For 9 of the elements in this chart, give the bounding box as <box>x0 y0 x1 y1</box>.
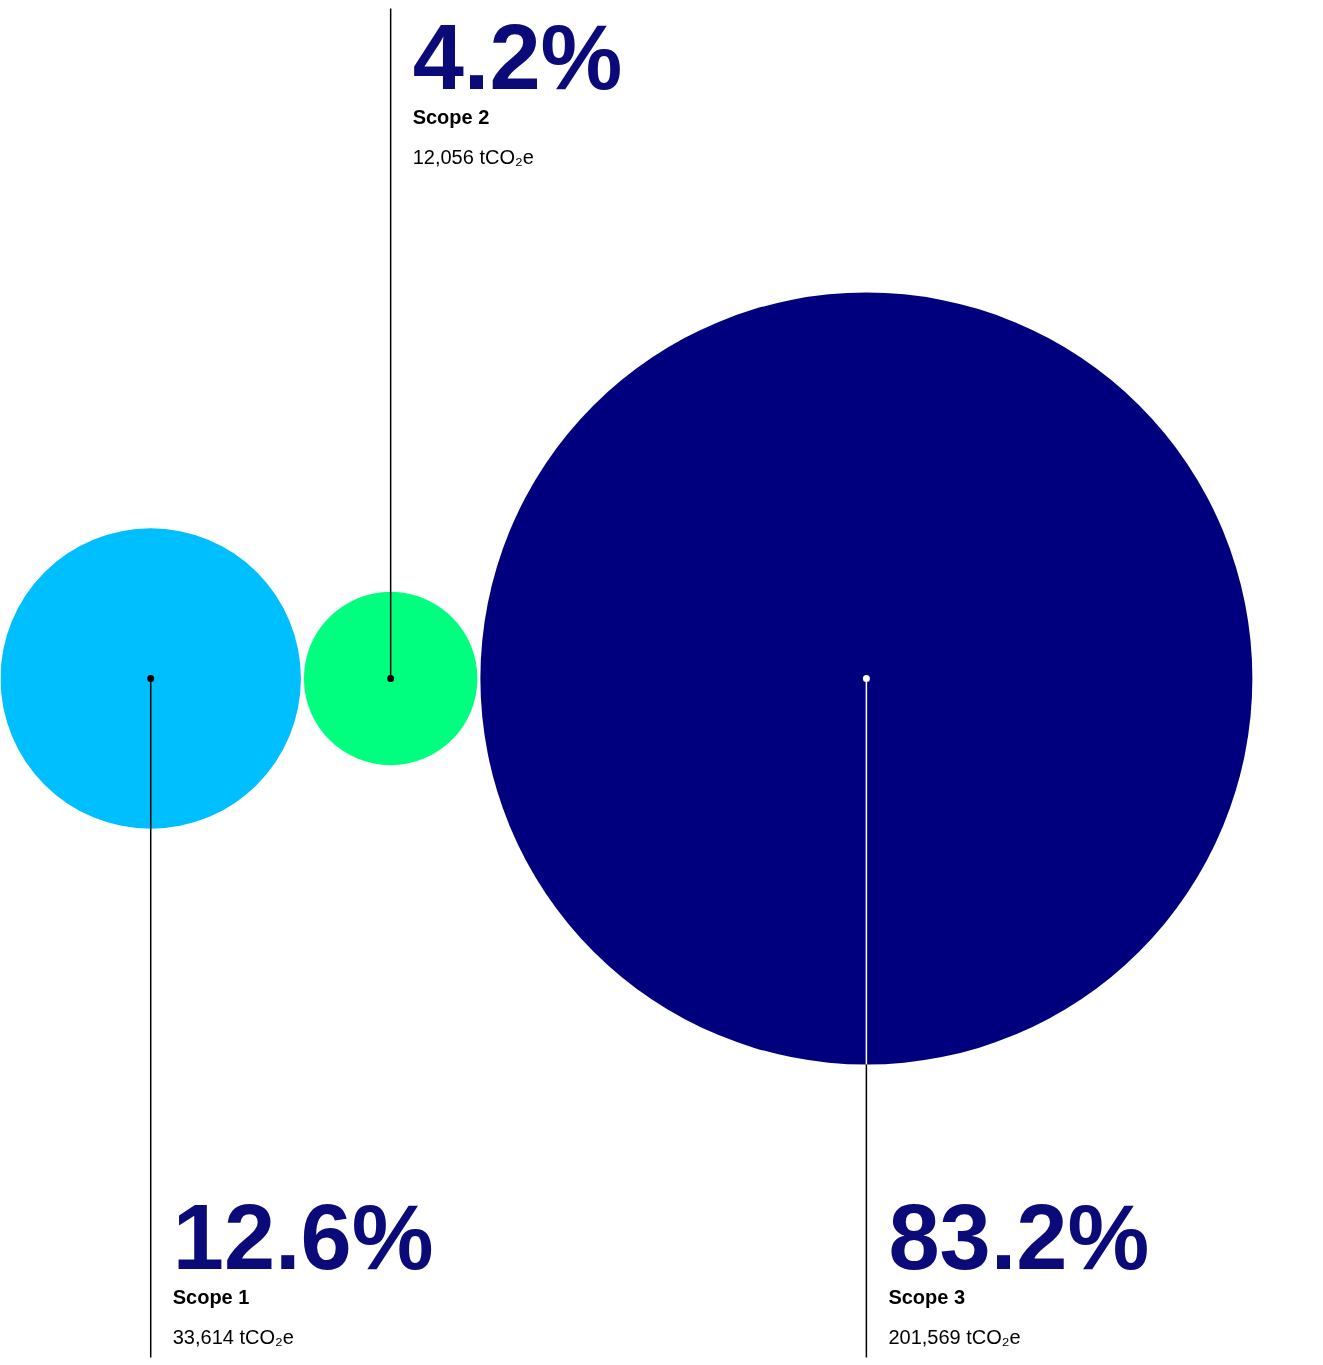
data-label: 83.2% <box>888 1185 1150 1288</box>
text: 12,056 tCO₂e <box>412 145 534 168</box>
text: 33,614 tCO₂e <box>172 1325 294 1348</box>
category-label: Scope 1 <box>172 1285 250 1308</box>
data-label: 12.6% <box>172 1185 434 1288</box>
category-label: Scope 2 <box>412 105 490 128</box>
category-label: Scope 3 <box>888 1285 966 1308</box>
data-label: 4.2% <box>412 5 623 108</box>
text: 201,569 tCO₂e <box>888 1325 1021 1348</box>
